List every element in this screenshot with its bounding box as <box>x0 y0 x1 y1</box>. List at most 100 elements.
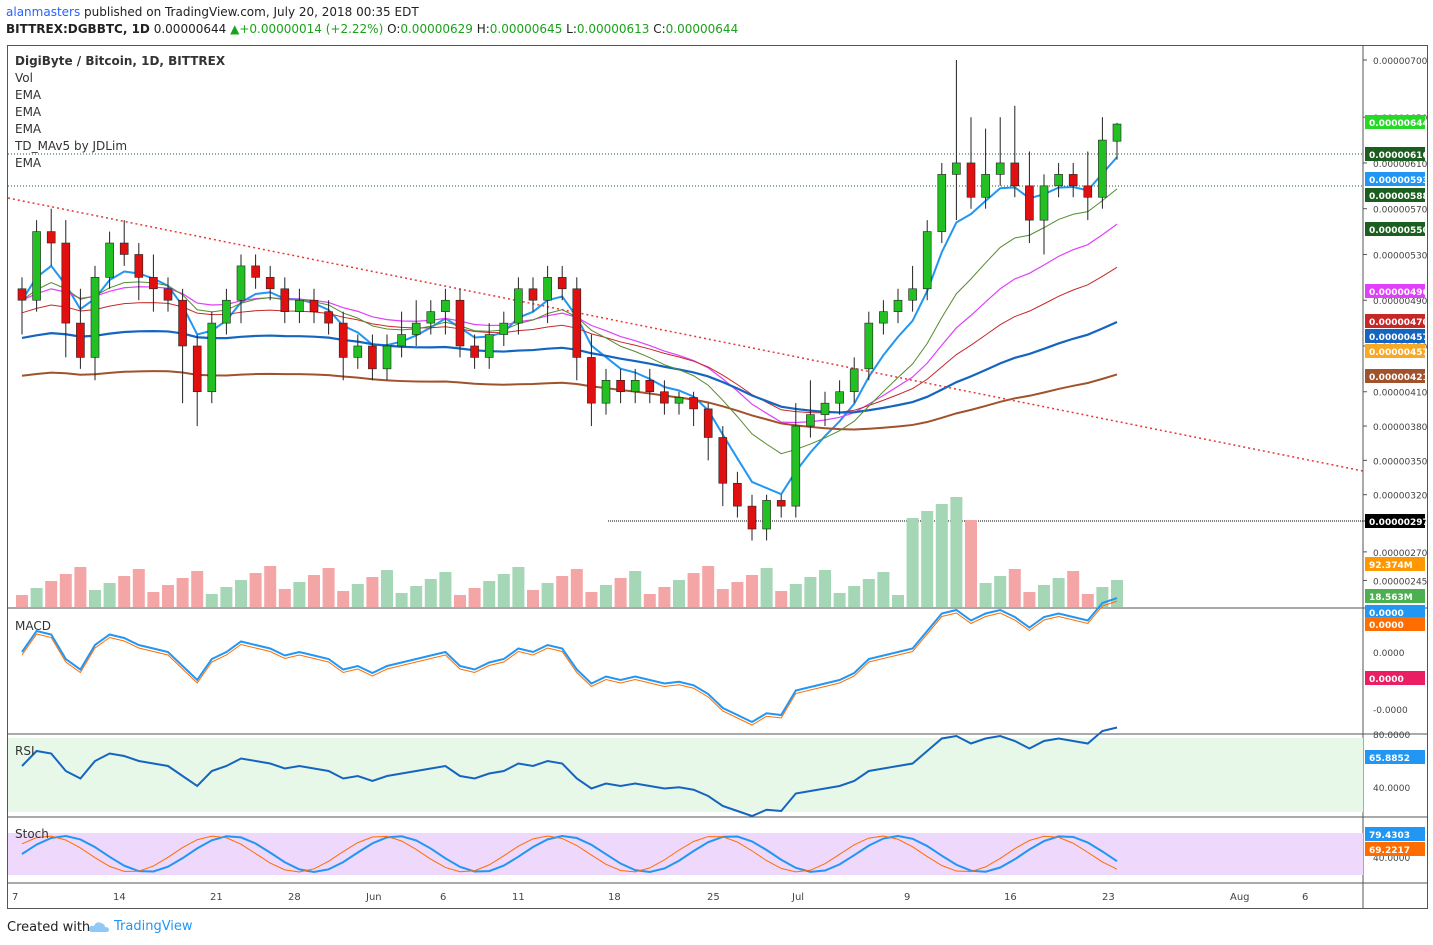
candle-body <box>528 288 538 301</box>
volume-bar <box>848 586 861 607</box>
chart-header: alanmasters published on TradingView.com… <box>0 0 1433 44</box>
time-tick-label: 14 <box>113 892 126 903</box>
rsi-line <box>21 726 1118 818</box>
volume-bar <box>862 579 875 607</box>
price-badge <box>1365 147 1425 161</box>
volume-bar <box>191 571 204 607</box>
candle-body <box>762 500 771 530</box>
stoch-badge <box>1365 842 1425 856</box>
volume-bar <box>614 578 627 607</box>
volume-bar <box>643 594 656 607</box>
volume-bar <box>1038 585 1050 607</box>
volume-bar <box>687 573 700 607</box>
volume-bar <box>1008 569 1021 607</box>
volume-bar <box>921 511 934 607</box>
volume-bar <box>89 590 101 607</box>
macd-badge <box>1365 605 1425 619</box>
price-badge-text: 0.00000588 <box>1369 192 1427 202</box>
candle-body <box>616 379 625 393</box>
volume-bar <box>249 573 262 607</box>
price-tick-label: 0.00000245 <box>1373 577 1427 587</box>
volume-bar <box>527 590 539 607</box>
volume-bar <box>833 593 846 607</box>
macd-tick-label: 0.0000 <box>1373 649 1405 659</box>
volume-bar <box>804 577 817 607</box>
candle-body <box>660 391 669 404</box>
price-badge-text: 0.00000297 <box>1369 518 1427 528</box>
volume-bar <box>483 581 496 607</box>
legend-item-vol[interactable]: Vol <box>15 71 33 85</box>
candle-body <box>1098 139 1107 198</box>
candle-body <box>382 345 392 370</box>
volume-bar <box>935 504 948 607</box>
macd-line <box>21 597 1118 724</box>
candle-body <box>207 322 217 393</box>
rsi-badge <box>1365 750 1425 764</box>
candle-body <box>163 288 173 301</box>
study-legend: DigiByte / Bitcoin, 1D, BITTREX Vol EMA … <box>15 53 225 172</box>
candle-body <box>32 231 41 301</box>
volume-bar <box>322 568 335 607</box>
tradingview-logo[interactable]: TradingView <box>88 919 193 934</box>
high-value: 0.00000645 <box>489 22 563 36</box>
macd-label: MACD <box>15 619 51 633</box>
volume-bar <box>381 570 393 607</box>
legend-item-ema-3[interactable]: EMA <box>15 122 42 136</box>
price-tick-label: 0.00000570 <box>1373 206 1427 216</box>
volume-bar <box>541 583 554 607</box>
created-with-text: Created with <box>7 920 91 935</box>
price-tick-label: 0.00000700 <box>1373 57 1427 67</box>
time-tick-label: 6 <box>1302 892 1308 903</box>
candle-body <box>776 500 786 507</box>
volume-badge-text: 18.563M <box>1369 593 1413 603</box>
candle-body <box>645 379 655 393</box>
candle-body <box>587 357 596 404</box>
volume-bar <box>556 576 569 607</box>
volume-bar <box>16 595 28 607</box>
volume-badge <box>1365 589 1425 603</box>
price-tick-label: 0.00000380 <box>1373 423 1427 433</box>
candle-body <box>295 299 304 312</box>
stoch-line <box>21 835 1118 873</box>
volume-bar <box>775 591 788 607</box>
candle-body <box>922 231 932 290</box>
volume-bar <box>716 589 729 607</box>
price-badge <box>1365 284 1425 298</box>
legend-item-ema-1[interactable]: EMA <box>15 88 42 102</box>
price-badge <box>1365 188 1425 202</box>
candle-body <box>397 334 406 347</box>
chart-area[interactable]: 0.000007000.000006500.000006100.00000570… <box>7 45 1428 909</box>
volume-bar <box>366 577 379 607</box>
legend-item-td[interactable]: TD_MAv5 by JDLim <box>15 139 128 153</box>
brand-label: TradingView <box>114 919 193 934</box>
candle-body <box>514 288 523 324</box>
volume-bar <box>1023 592 1036 607</box>
macd-badge-text: 0.0000 <box>1369 609 1404 619</box>
volume-bar <box>585 592 598 607</box>
candle-body <box>1039 185 1049 221</box>
legend-item-ema-4[interactable]: EMA <box>15 156 42 170</box>
ema-line <box>21 321 1118 414</box>
candle-body <box>703 408 713 438</box>
price-tick-label: 0.00000350 <box>1373 457 1427 467</box>
stoch-badge-text: 79.4303 <box>1369 831 1410 841</box>
volume-badge <box>1365 557 1425 571</box>
time-tick-label: 25 <box>707 892 720 903</box>
candle-body <box>1025 185 1034 221</box>
candle-body <box>265 277 275 290</box>
volume-bar <box>570 569 583 607</box>
price-badge <box>1365 222 1425 236</box>
low-label: L: <box>566 22 577 36</box>
candle-body <box>601 379 611 404</box>
macd-badge <box>1365 617 1425 631</box>
candle-body <box>747 505 757 530</box>
chart-canvas[interactable]: 0.000007000.000006500.000006100.00000570… <box>8 46 1427 908</box>
legend-item-ema-2[interactable]: EMA <box>15 105 42 119</box>
candle-body <box>455 299 465 347</box>
candle-body <box>879 311 888 324</box>
open-value: 0.00000629 <box>400 22 473 36</box>
rsi-tick-label: 80.0000 <box>1373 731 1410 741</box>
author-link[interactable]: alanmasters <box>6 5 81 19</box>
candle-body <box>251 265 260 278</box>
published-text: published on TradingView.com, July 20, 2… <box>84 5 419 19</box>
